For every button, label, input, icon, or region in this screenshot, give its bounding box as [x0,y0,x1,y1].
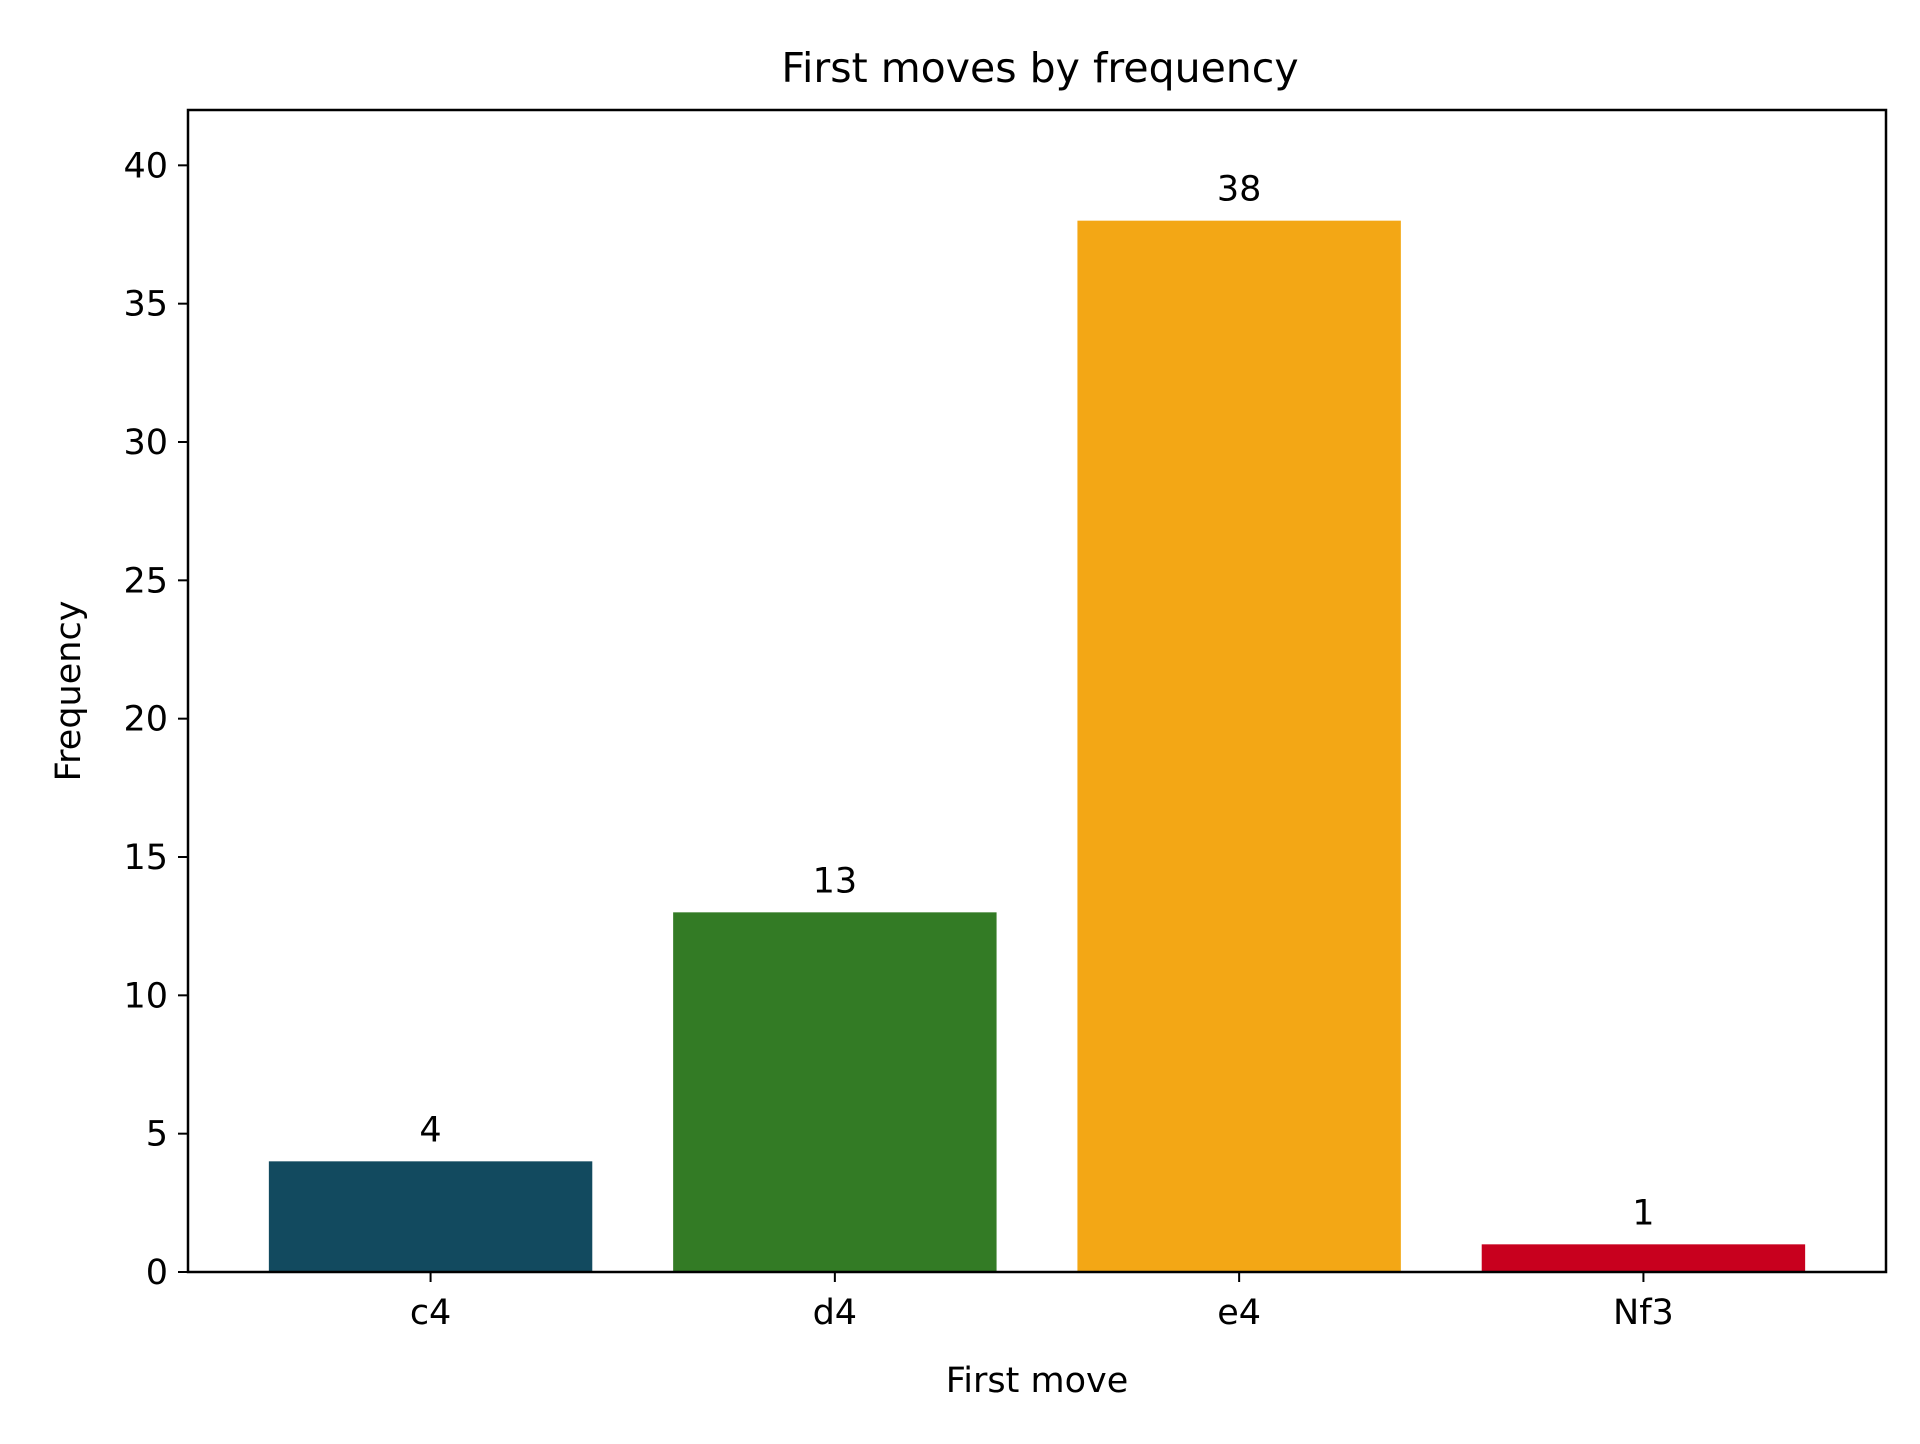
y-tick-label-5: 5 [146,1115,168,1155]
data-label-e4: 38 [1217,170,1262,210]
data-labels-group: 4 13 38 1 [419,170,1654,1234]
y-tick-label-35: 35 [123,285,168,325]
bar-c4 [268,1161,593,1272]
data-label-d4: 13 [813,861,858,901]
bar-nf3 [1481,1244,1806,1272]
data-label-nf3: 1 [1632,1193,1654,1233]
bar-d4 [673,912,997,1272]
plot-area-frame [186,108,1888,1274]
y-tick-label-30: 30 [123,423,168,463]
data-label-c4: 4 [419,1110,441,1150]
y-axis-ticks: 0 5 10 15 20 25 30 35 40 [123,146,188,1293]
bars-group [268,220,1806,1273]
x-axis-label: First move [946,1361,1129,1401]
x-tick-label-d4: d4 [813,1293,858,1333]
bar-e4 [1077,220,1401,1273]
x-tick-label-c4: c4 [410,1293,452,1333]
y-axis-label: Frequency [49,601,89,782]
y-tick-label-10: 10 [123,976,168,1016]
chart-title: First moves by frequency [781,44,1298,92]
y-tick-label-0: 0 [146,1253,168,1293]
y-tick-label-25: 25 [123,561,168,601]
x-axis-ticks: c4 d4 e4 Nf3 [410,1272,1674,1333]
y-tick-label-40: 40 [123,146,168,186]
y-tick-label-15: 15 [123,838,168,878]
x-tick-label-e4: e4 [1217,1293,1261,1333]
x-tick-label-nf3: Nf3 [1613,1293,1674,1333]
y-tick-label-20: 20 [123,700,168,740]
